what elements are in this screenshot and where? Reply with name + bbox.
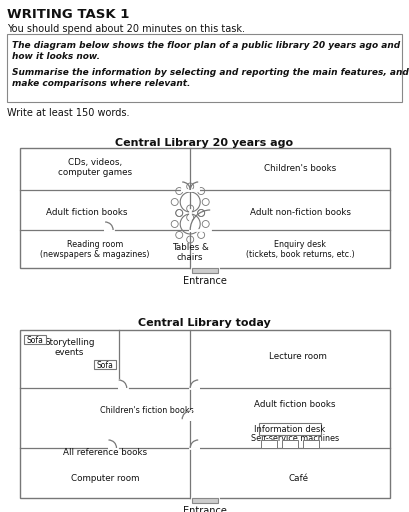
Text: Sofa: Sofa <box>27 336 43 345</box>
Text: All reference books: All reference books <box>63 448 147 457</box>
Text: Children's books: Children's books <box>264 164 336 173</box>
Bar <box>94 360 116 369</box>
Text: WRITING TASK 1: WRITING TASK 1 <box>7 8 129 21</box>
Text: Adult fiction books: Adult fiction books <box>46 208 128 217</box>
Bar <box>259 423 321 435</box>
Text: Enquiry desk
(tickets, book returns, etc.): Enquiry desk (tickets, book returns, etc… <box>246 240 355 260</box>
Text: Entrance: Entrance <box>183 276 227 286</box>
Bar <box>303 440 319 448</box>
Text: Self-service machines: Self-service machines <box>251 434 339 443</box>
Text: make comparisons where relevant.: make comparisons where relevant. <box>12 79 190 88</box>
Bar <box>192 268 218 273</box>
Text: Entrance: Entrance <box>183 506 227 512</box>
Text: Central Library today: Central Library today <box>138 318 271 328</box>
Text: CDs, videos,
computer games: CDs, videos, computer games <box>58 158 132 177</box>
Bar <box>7 34 402 102</box>
Bar <box>24 335 46 344</box>
Text: Storytelling
events: Storytelling events <box>44 338 94 357</box>
Text: Sofa: Sofa <box>96 361 113 370</box>
Text: You should spend about 20 minutes on this task.: You should spend about 20 minutes on thi… <box>7 24 245 34</box>
Text: Reading room
(newspapers & magazines): Reading room (newspapers & magazines) <box>40 240 150 260</box>
Text: Adult fiction books: Adult fiction books <box>254 400 336 409</box>
Text: Summarise the information by selecting and reporting the main features, and: Summarise the information by selecting a… <box>12 68 409 77</box>
Text: Information desk: Information desk <box>254 425 326 434</box>
Text: Tables &
chairs: Tables & chairs <box>172 243 209 262</box>
Bar <box>282 440 298 448</box>
Bar <box>20 148 390 268</box>
Text: Central Library 20 years ago: Central Library 20 years ago <box>115 138 294 148</box>
Text: Adult non-fiction books: Adult non-fiction books <box>249 208 351 217</box>
Bar <box>192 498 218 503</box>
Text: Children's fiction books: Children's fiction books <box>100 406 194 415</box>
Bar <box>261 440 277 448</box>
Text: Computer room: Computer room <box>71 474 139 483</box>
Text: Lecture room: Lecture room <box>269 352 327 361</box>
Text: Write at least 150 words.: Write at least 150 words. <box>7 108 130 118</box>
Text: Café: Café <box>288 474 308 483</box>
Text: The diagram below shows the floor plan of a public library 20 years ago and: The diagram below shows the floor plan o… <box>12 41 400 50</box>
Text: how it looks now.: how it looks now. <box>12 52 100 61</box>
Bar <box>20 330 390 498</box>
